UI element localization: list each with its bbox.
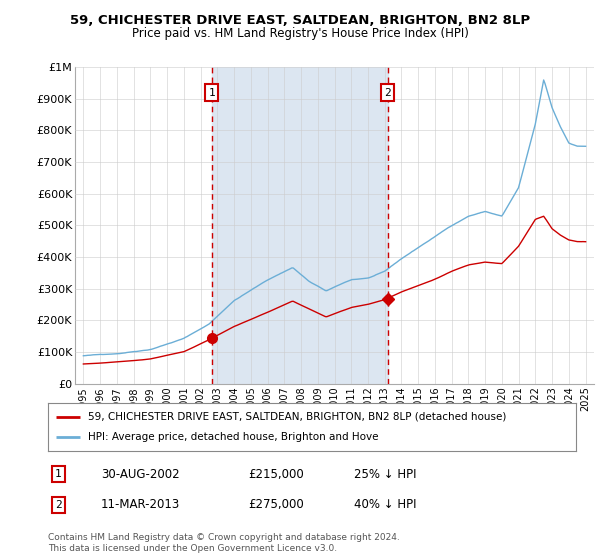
Text: 2: 2 — [384, 87, 391, 97]
Text: 59, CHICHESTER DRIVE EAST, SALTDEAN, BRIGHTON, BN2 8LP: 59, CHICHESTER DRIVE EAST, SALTDEAN, BRI… — [70, 14, 530, 27]
Text: 1: 1 — [208, 87, 215, 97]
Text: Price paid vs. HM Land Registry's House Price Index (HPI): Price paid vs. HM Land Registry's House … — [131, 27, 469, 40]
Text: 11-MAR-2013: 11-MAR-2013 — [101, 498, 180, 511]
Text: £215,000: £215,000 — [248, 468, 304, 480]
Text: Contains HM Land Registry data © Crown copyright and database right 2024.
This d: Contains HM Land Registry data © Crown c… — [48, 533, 400, 553]
Text: 59, CHICHESTER DRIVE EAST, SALTDEAN, BRIGHTON, BN2 8LP (detached house): 59, CHICHESTER DRIVE EAST, SALTDEAN, BRI… — [88, 412, 506, 422]
Text: 1: 1 — [55, 469, 62, 479]
Bar — [212, 67, 388, 384]
Text: 40% ↓ HPI: 40% ↓ HPI — [354, 498, 417, 511]
Text: 25% ↓ HPI: 25% ↓ HPI — [354, 468, 417, 480]
Text: 2: 2 — [55, 500, 62, 510]
Text: £275,000: £275,000 — [248, 498, 304, 511]
Text: HPI: Average price, detached house, Brighton and Hove: HPI: Average price, detached house, Brig… — [88, 432, 378, 442]
Text: 30-AUG-2002: 30-AUG-2002 — [101, 468, 179, 480]
